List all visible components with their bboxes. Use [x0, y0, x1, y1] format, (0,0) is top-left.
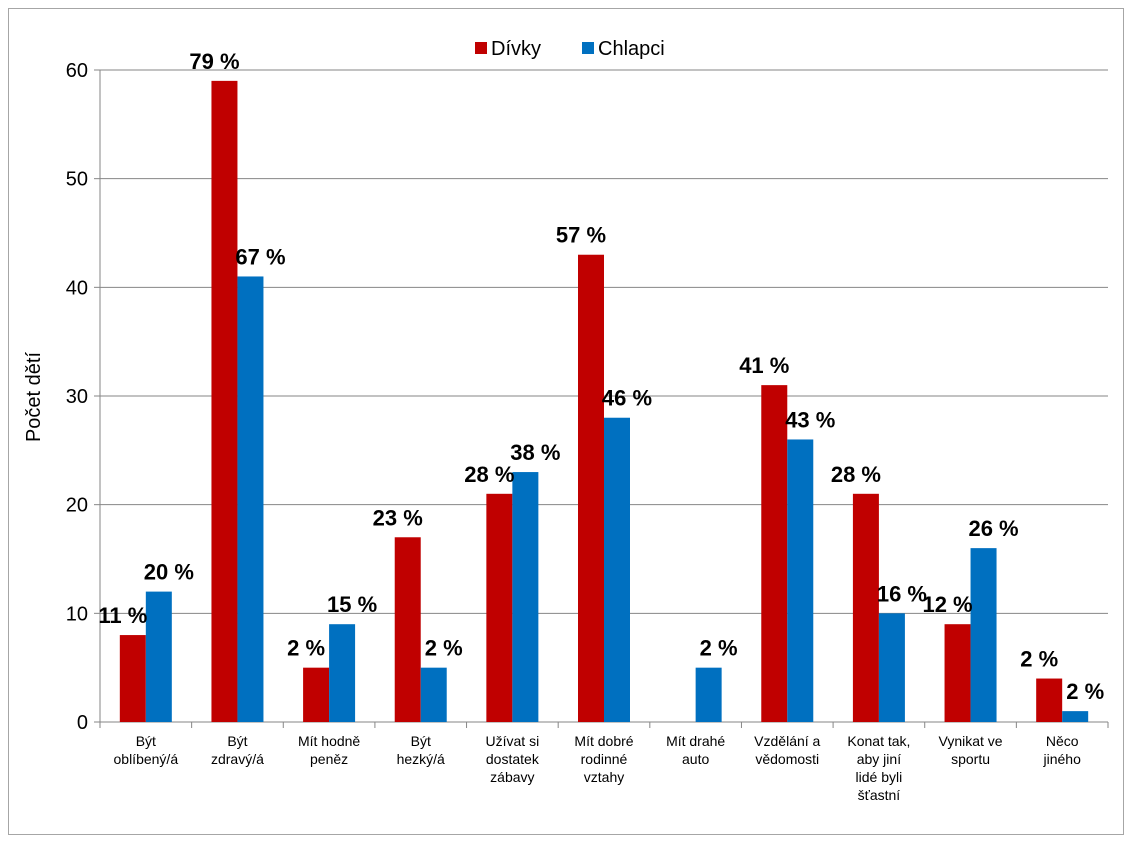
- x-tick-label-line: Vynikat ve: [939, 733, 1003, 749]
- legend-swatch: [582, 42, 594, 54]
- bar-divky: [944, 624, 971, 722]
- x-tick-label: Být hezký/á: [397, 733, 445, 767]
- x-tick-label: Něco jiného: [1042, 733, 1081, 767]
- x-axis: Být oblíbený/á Být zdravý/á Mít hodně peněz Bý…: [99, 721, 1109, 803]
- bar-divky: [852, 493, 879, 722]
- bar-chlapci: [329, 624, 356, 722]
- x-tick-label: Mít drahé auto: [666, 733, 725, 767]
- x-tick-label-line: šťastní: [858, 787, 901, 803]
- bar-divky: [578, 254, 604, 722]
- bar-chlapci: [604, 417, 630, 722]
- bar-divky: [486, 493, 513, 722]
- bar-divky: [211, 80, 238, 722]
- bar-divky: [303, 667, 330, 722]
- y-axis: 0 10 20 30 40 50 60: [66, 60, 101, 734]
- data-label: 28 %: [464, 462, 514, 487]
- x-tick-label-line: sportu: [951, 751, 990, 767]
- x-tick-label-line: lidé byli: [856, 769, 903, 785]
- data-label: 23 %: [373, 505, 423, 530]
- bar-chlapci: [145, 591, 172, 722]
- x-tick-label: Užívat si dostatek zábavy: [486, 733, 540, 785]
- legend: Dívky Chlapci: [475, 38, 665, 60]
- bar-divky: [394, 537, 421, 722]
- y-tick-label: 50: [66, 169, 88, 191]
- data-label: 11 %: [98, 603, 147, 628]
- x-tick-label-line: oblíbený/á: [114, 751, 179, 767]
- x-tick-label-line: hezký/á: [397, 751, 445, 767]
- x-tick-label-line: Konat tak,: [847, 733, 910, 749]
- x-tick-label: Konat tak, aby jiní lidé byli šťastní: [847, 733, 910, 803]
- x-tick-label-line: vědomosti: [755, 751, 819, 767]
- bar-chlapci: [970, 548, 997, 722]
- x-tick-label-line: Mít dobré: [574, 733, 633, 749]
- data-label: 67 %: [235, 244, 285, 269]
- data-label: 28 %: [831, 462, 881, 487]
- bar-chlapci: [878, 613, 905, 722]
- x-tick-label-line: jiného: [1042, 751, 1081, 767]
- x-tick-label-line: rodinné: [581, 751, 628, 767]
- data-label: 43 %: [785, 407, 835, 432]
- data-label: 2 %: [287, 636, 325, 661]
- x-tick-label-line: Mít hodně: [298, 733, 360, 749]
- bar-chlapci: [512, 472, 539, 722]
- legend-swatch: [475, 42, 487, 54]
- chart-frame: [8, 8, 1124, 835]
- x-tick-label-line: vztahy: [584, 769, 624, 785]
- x-tick-label: Mít hodně peněz: [298, 733, 360, 767]
- y-axis-title: Počet dětí: [23, 352, 45, 443]
- bar-chlapci: [695, 667, 722, 722]
- x-tick-label-line: Něco: [1046, 733, 1079, 749]
- x-tick-label: Být zdravý/á: [211, 733, 264, 767]
- x-tick-label-line: Být: [136, 733, 156, 749]
- x-tick-label-line: dostatek: [486, 751, 540, 767]
- y-tick-label: 40: [66, 277, 88, 299]
- x-tick-label: Mít dobré rodinné vztahy: [574, 733, 633, 785]
- x-tick-label-line: Být: [227, 733, 247, 749]
- bars: [119, 80, 1089, 722]
- bar-divky: [1036, 678, 1063, 722]
- x-tick-label: Být oblíbený/á: [114, 733, 179, 767]
- x-tick-label-line: zdravý/á: [211, 751, 264, 767]
- data-label: 2 %: [1020, 647, 1058, 672]
- x-tick-label-line: auto: [682, 751, 709, 767]
- data-label: 16 %: [877, 581, 927, 606]
- x-tick-label-line: Být: [411, 733, 431, 749]
- legend-label: Dívky: [491, 38, 541, 60]
- y-tick-label: 60: [66, 60, 88, 82]
- data-label: 79 %: [189, 49, 239, 74]
- x-tick-label-line: aby jiní: [857, 751, 901, 767]
- x-tick-label-line: Vzdělání a: [754, 733, 820, 749]
- data-labels: 11 % 79 % 2 % 23 % 28 % 57 % 41 % 28 % 12 % 2 % 20…: [98, 49, 1104, 704]
- y-tick-label: 0: [77, 712, 88, 734]
- data-label: 38 %: [510, 440, 560, 465]
- data-label: 20 %: [144, 560, 194, 585]
- x-tick-label: Vzdělání a vědomosti: [754, 733, 820, 767]
- data-label: 2 %: [1066, 679, 1104, 704]
- y-tick-label: 10: [66, 603, 88, 625]
- x-tick-label-line: zábavy: [490, 769, 534, 785]
- bar-chlapci: [787, 439, 814, 722]
- data-label: 46 %: [602, 386, 652, 411]
- legend-label: Chlapci: [598, 38, 665, 60]
- x-tick-label-line: peněz: [310, 751, 348, 767]
- x-tick-label-line: Mít drahé: [666, 733, 725, 749]
- x-tick-label: Vynikat ve sportu: [939, 733, 1003, 767]
- data-label: 15 %: [327, 592, 377, 617]
- bar-chlapci: [1062, 711, 1089, 722]
- x-tick-label-line: Užívat si: [486, 733, 540, 749]
- bar-divky: [761, 385, 788, 722]
- data-label: 41 %: [739, 353, 789, 378]
- bar-chlapci: [237, 276, 264, 722]
- data-label: 57 %: [556, 223, 606, 248]
- data-label: 26 %: [968, 516, 1018, 541]
- data-label: 2 %: [700, 636, 738, 661]
- bar-divky: [119, 635, 146, 722]
- y-tick-label: 20: [66, 495, 88, 517]
- y-tick-label: 30: [66, 386, 88, 408]
- data-label: 2 %: [425, 636, 463, 661]
- data-label: 12 %: [922, 592, 972, 617]
- bar-chlapci: [420, 667, 447, 722]
